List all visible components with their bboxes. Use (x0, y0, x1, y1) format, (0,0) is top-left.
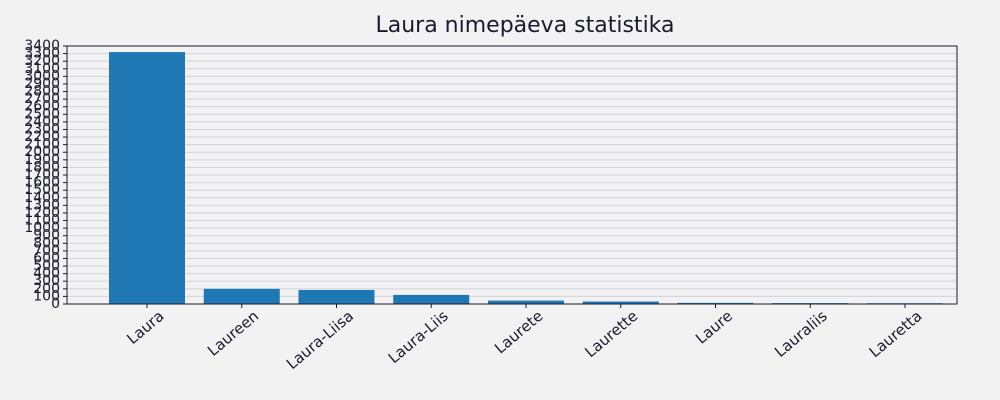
y-tick-label: 1600 (24, 175, 60, 191)
bar (203, 288, 280, 304)
y-tick-label: 1000 (24, 220, 60, 236)
y-tick-label: 1700 (24, 167, 60, 183)
bar (393, 294, 470, 304)
bar (298, 289, 375, 304)
y-tick-label: 1300 (24, 197, 60, 213)
y-tick-label: 2200 (24, 129, 60, 145)
y-tick-label: 2600 (24, 99, 60, 115)
y-tick-label: 900 (33, 228, 60, 244)
bar (677, 302, 754, 304)
bar (582, 301, 659, 304)
y-tick-label: 1900 (24, 152, 60, 168)
y-tick-label: 1200 (24, 205, 60, 221)
y-tick-label: 2700 (24, 91, 60, 107)
y-tick-label: 1400 (24, 190, 60, 206)
y-tick-label: 2400 (24, 114, 60, 130)
y-tick-label: 2500 (24, 106, 60, 122)
y-tick-label: 1500 (24, 182, 60, 198)
y-tick-label: 700 (33, 243, 60, 259)
y-tick-label: 400 (33, 266, 60, 282)
chart-title: Laura nimepäeva statistika (375, 13, 674, 38)
y-tick-label: 3100 (24, 61, 60, 77)
bar (488, 300, 564, 304)
y-tick-label: 2900 (24, 76, 60, 92)
y-tick-label: 600 (33, 250, 60, 266)
y-tick-label: 500 (33, 258, 60, 274)
y-tick-label: 200 (33, 281, 60, 297)
y-tick-label: 2000 (24, 144, 60, 160)
y-tick-label: 2100 (24, 137, 60, 153)
y-tick-label: 3200 (24, 53, 60, 69)
y-tick-label: 2800 (24, 84, 60, 100)
y-tick-label: 1100 (24, 213, 60, 229)
plot-frame (66, 45, 958, 305)
y-tick-label: 0 (51, 296, 60, 312)
y-tick-label: 300 (33, 273, 60, 289)
y-tick-label: 3300 (24, 46, 60, 62)
y-tick-label: 2300 (24, 121, 60, 137)
y-tick-label: 100 (33, 288, 60, 304)
y-tick-label: 800 (33, 235, 60, 251)
y-tick-label: 1800 (24, 159, 60, 175)
y-tick-label: 3400 (24, 38, 60, 54)
y-tick-label: 3000 (24, 68, 60, 84)
bar (109, 52, 185, 304)
